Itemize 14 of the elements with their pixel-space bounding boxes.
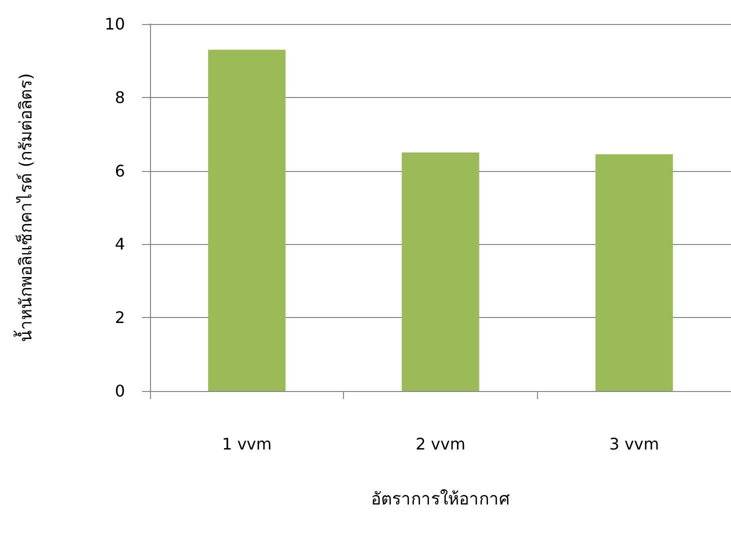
- x-tick-label: 2 vvm: [416, 434, 466, 454]
- y-axis-title: น้ำหนักพอลิแซ็กคาไรด์ (กรัมต่อลิตร): [14, 73, 36, 342]
- y-tick-label: 0: [114, 382, 125, 400]
- y-tick-label: 6: [114, 161, 125, 180]
- x-tick-label: 3 vvm: [609, 434, 660, 454]
- y-tick-label: 8: [114, 88, 125, 107]
- y-tick-label: 4: [114, 234, 125, 254]
- bar: [402, 152, 480, 391]
- y-tick-label: 2: [114, 308, 125, 328]
- x-tick-label: 1 vvm: [222, 434, 272, 454]
- y-tick-label: 10: [104, 14, 125, 34]
- bar: [595, 154, 673, 391]
- bar: [208, 50, 286, 391]
- x-axis-title: อัตราการให้อากาศ: [371, 488, 510, 510]
